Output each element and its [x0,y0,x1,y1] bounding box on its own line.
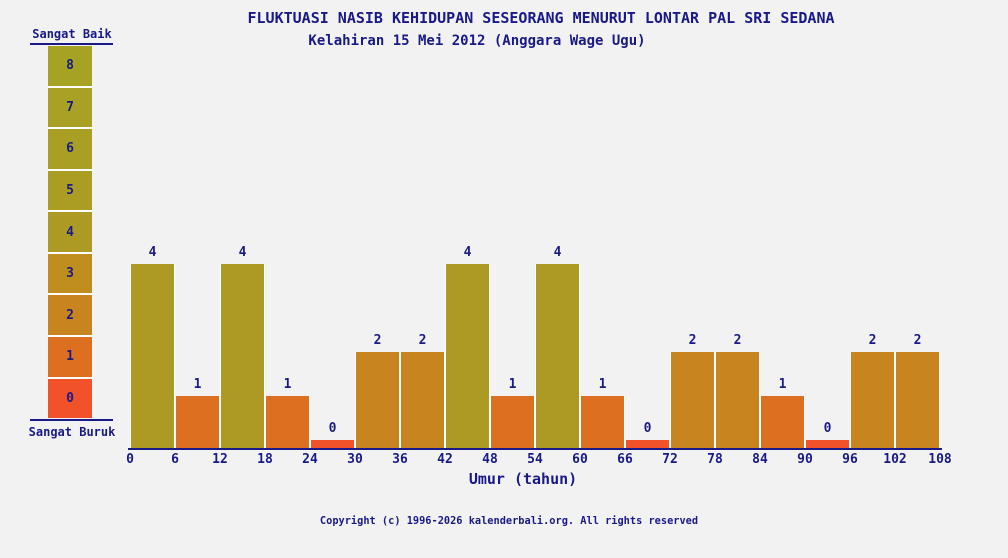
bar-value-label: 2 [868,333,877,348]
x-tick-18: 18 [257,452,273,467]
x-tick-78: 78 [707,452,723,467]
bar-age-0-6 [130,264,175,448]
x-tick-66: 66 [617,452,633,467]
chart-title: FLUKTUASI NASIB KEHIDUPAN SESEORANG MENU… [247,9,835,27]
x-tick-84: 84 [752,452,768,467]
bar-value-label: 1 [598,377,607,392]
legend-cell-7: 7 [48,87,92,130]
bar-value-label: 4 [238,245,247,260]
legend-cell-2: 2 [48,295,92,337]
bar-value-label: 4 [148,245,157,260]
bar-value-label: 0 [328,421,337,436]
legend-bottom-label: Sangat Buruk [28,425,116,439]
bar-age-96-102 [850,352,895,448]
bar-age-48-54 [490,396,535,448]
x-axis-line [128,448,942,450]
bar-value-label: 4 [463,245,472,260]
bar-age-36-42 [400,352,445,448]
bar-age-60-66 [580,396,625,448]
legend-cell-5: 5 [48,170,92,213]
x-tick-96: 96 [842,452,858,467]
x-tick-12: 12 [212,452,228,467]
bar-value-label: 1 [283,377,292,392]
legend-bottom-rule [30,419,113,421]
copyright-footer: Copyright (c) 1996-2026 kalenderbali.org… [319,515,699,527]
legend-cell-3: 3 [48,253,92,296]
bar-value-label: 0 [643,421,652,436]
bar-age-6-12 [175,396,220,448]
x-tick-72: 72 [662,452,678,467]
x-tick-42: 42 [437,452,453,467]
bar-age-66-72 [625,440,670,448]
bar-age-78-84 [715,352,760,448]
legend-cell-1: 1 [48,336,92,379]
bar-value-label: 2 [913,333,922,348]
bar-age-30-36 [355,352,400,448]
x-tick-0: 0 [126,452,134,467]
legend-cell-6: 6 [48,129,92,171]
bar-age-18-24 [265,396,310,448]
bar-age-54-60 [535,264,580,448]
bar-value-label: 0 [823,421,832,436]
bar-age-72-78 [670,352,715,448]
bar-value-label: 2 [373,333,382,348]
bar-age-12-18 [220,264,265,448]
bar-age-42-48 [445,264,490,448]
x-tick-90: 90 [797,452,813,467]
x-tick-108: 108 [928,452,952,467]
bar-value-label: 2 [688,333,697,348]
legend-cell-0: 0 [48,378,92,419]
x-tick-48: 48 [482,452,498,467]
x-tick-30: 30 [347,452,363,467]
legend-top-rule [30,43,113,45]
x-tick-54: 54 [527,452,543,467]
legend-cell-8: 8 [48,46,92,88]
x-tick-36: 36 [392,452,408,467]
legend-top-label: Sangat Baik [32,27,112,41]
bar-age-102-108 [895,352,940,448]
bar-value-label: 1 [193,377,202,392]
x-tick-24: 24 [302,452,318,467]
bar-value-label: 1 [508,377,517,392]
bar-age-84-90 [760,396,805,448]
bar-age-24-30 [310,440,355,448]
x-axis-label: Umur (tahun) [468,470,578,488]
x-tick-6: 6 [171,452,179,467]
chart-subtitle: Kelahiran 15 Mei 2012 (Anggara Wage Ugu) [308,33,646,49]
bar-value-label: 2 [418,333,427,348]
bar-value-label: 1 [778,377,787,392]
bar-age-90-96 [805,440,850,448]
x-tick-60: 60 [572,452,588,467]
bar-value-label: 4 [553,245,562,260]
bar-value-label: 2 [733,333,742,348]
legend-cell-4: 4 [48,212,92,254]
x-tick-102: 102 [883,452,907,467]
